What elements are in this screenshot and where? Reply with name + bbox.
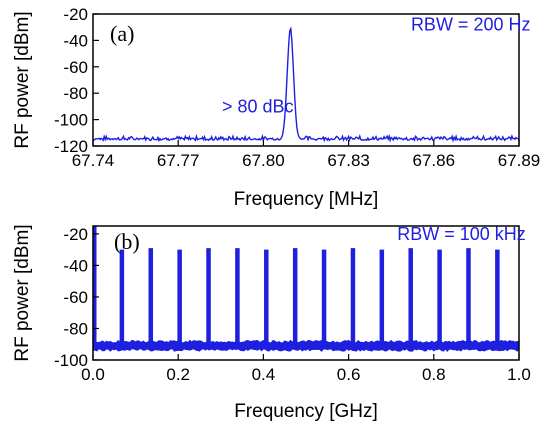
panel-a-label: (a) <box>110 21 134 46</box>
panel-b-x-tick-label: 0.8 <box>422 365 446 384</box>
panel-b-ticks: 0.0 0.2 0.4 0.6 0.8 1.0 -20 -40 -60 -80 -100 <box>54 225 531 384</box>
panel-a-ticks: 67.74 67.77 67.80 67.83 67.86 67.89 -20 -40 -60 -… <box>54 5 540 170</box>
panel-b-trace <box>92 226 520 352</box>
panel-b-x-tick-label: 0.2 <box>166 365 190 384</box>
panel-b-noise-floor <box>92 339 520 352</box>
panel-a-y-axis-title: RF power [dBm] <box>12 11 33 148</box>
panel-a-x-tick-label: 67.83 <box>327 151 370 170</box>
panel-b-y-tick-label: -40 <box>63 256 88 275</box>
panel-b-y-axis-title: RF power [dBm] <box>12 224 33 361</box>
panel-a-plot-frame <box>92 13 520 147</box>
panel-a-dbc-annotation: > 80 dBc <box>222 96 294 116</box>
panel-a-y-tick-label: -80 <box>63 84 88 103</box>
panel-b-y-tick-label: -60 <box>63 288 88 307</box>
panel-a-trace <box>92 26 520 143</box>
panel-b-x-tick-label: 0.6 <box>337 365 361 384</box>
panel-b-x-tick-label: 0.0 <box>81 365 105 384</box>
panel-a-x-tick-label: 67.77 <box>157 151 200 170</box>
panel-b-x-tick-label: 1.0 <box>507 365 531 384</box>
panel-b-chart: 0.0 0.2 0.4 0.6 0.8 1.0 -20 -40 -60 -80 -100 (b) R… <box>12 224 531 422</box>
panel-b-rbw-annotation: RBW = 100 kHz <box>397 224 526 244</box>
panel-a-y-tick-label: -120 <box>54 137 88 156</box>
panel-a-x-tick-label: 67.89 <box>498 151 541 170</box>
panel-a-x-tick-label: 67.86 <box>413 151 456 170</box>
panel-b-y-tick-label: -20 <box>63 225 88 244</box>
panel-a-rbw-annotation: RBW = 200 Hz <box>411 15 531 35</box>
panel-b-x-tick-label: 0.4 <box>252 365 276 384</box>
panel-a-x-tick-label: 67.74 <box>72 151 115 170</box>
panel-a-x-tick-label: 67.80 <box>242 151 285 170</box>
panel-b-plot-frame <box>92 225 520 361</box>
panel-a-y-tick-label: -60 <box>63 58 88 77</box>
panel-a-x-axis-title: Frequency [MHz] <box>234 189 379 210</box>
panel-a-spectrum-line <box>92 26 520 143</box>
panel-b-y-tick-label: -80 <box>63 319 88 338</box>
panel-a-y-tick-label: -40 <box>63 31 88 50</box>
panel-b-y-tick-label: -100 <box>54 351 88 370</box>
panel-a-y-tick-label: -20 <box>63 5 88 24</box>
panel-a-chart: 67.74 67.77 67.80 67.83 67.86 67.89 -20 -40 -60 -… <box>12 5 540 210</box>
panel-b-label: (b) <box>114 229 140 254</box>
panel-a-y-tick-label: -100 <box>54 111 88 130</box>
panel-b-x-axis-title: Frequency [GHz] <box>234 401 378 422</box>
